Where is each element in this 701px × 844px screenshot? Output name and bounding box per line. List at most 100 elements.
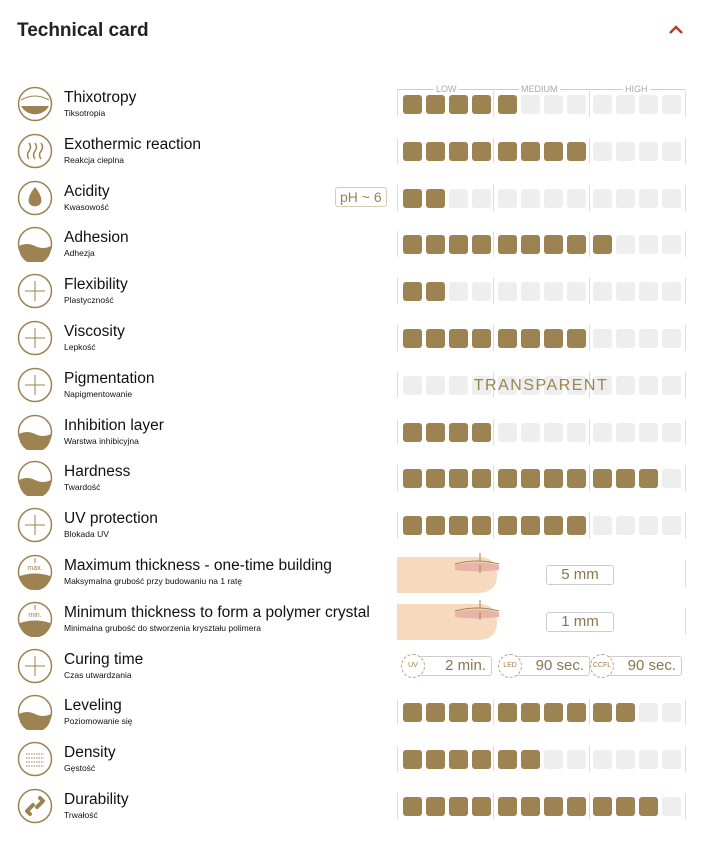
rating-segment	[472, 141, 491, 161]
rating-segment	[403, 282, 422, 302]
thickness-value: 1 mm	[546, 611, 614, 632]
viscosity-icon	[17, 320, 53, 356]
rating-segment	[544, 422, 563, 442]
divider	[493, 325, 494, 351]
rating-segment	[449, 188, 468, 208]
thixotropy-icon	[17, 86, 53, 122]
rating-segment	[639, 282, 658, 302]
divider	[589, 137, 590, 164]
rating-segment	[403, 469, 422, 489]
property-name: Exothermic reaction	[64, 135, 201, 153]
rating-segment	[498, 797, 517, 816]
row-exothermic-reaction: Exothermic reaction Reakcja cieplna	[0, 130, 701, 174]
property-subtitle: Reakcja cieplna	[64, 154, 125, 165]
divider	[397, 793, 398, 819]
property-subtitle: Twardość	[64, 482, 101, 493]
rating-segment	[593, 282, 612, 302]
rating-segment	[639, 188, 658, 208]
rating-segment	[472, 422, 491, 442]
rating-segment	[449, 282, 468, 302]
chevron-up-icon[interactable]	[668, 22, 684, 38]
divider	[493, 746, 494, 773]
page-title: Technical card	[17, 20, 149, 41]
divider	[493, 371, 494, 398]
rating-segment	[521, 750, 540, 770]
row-maximum-thickness-one-time-building: max. Maximum thickness - one-time buildin…	[0, 551, 701, 595]
rating-segment	[449, 141, 468, 161]
rating-segment	[521, 422, 540, 442]
divider	[685, 184, 686, 211]
ph-drop-icon	[17, 180, 53, 215]
rating-bar	[397, 231, 686, 258]
divider	[589, 699, 590, 726]
rating-bar	[397, 746, 686, 773]
rating-segment	[662, 516, 681, 536]
rating-segment	[639, 95, 658, 114]
rating-segment	[544, 797, 563, 816]
rating-segment	[544, 188, 563, 208]
rating-segment	[472, 235, 491, 255]
rating-segment	[567, 703, 586, 723]
flexibility-icon	[17, 273, 53, 309]
property-name: Hardness	[64, 463, 131, 481]
divider	[589, 465, 590, 492]
divider	[589, 746, 590, 773]
property-name: Flexibility	[64, 276, 128, 294]
rating-segment	[498, 375, 517, 395]
rating-segment	[616, 422, 635, 442]
rating-segment	[498, 750, 517, 770]
rating-segment	[616, 141, 635, 161]
rating-segment	[449, 375, 468, 395]
hammer-icon	[17, 461, 53, 497]
divider	[493, 793, 494, 819]
property-subtitle: Tiksotropia	[64, 108, 106, 118]
rating-segment	[567, 422, 586, 442]
density-icon	[17, 741, 53, 777]
divider	[685, 418, 686, 445]
rating-segment	[521, 95, 540, 114]
rating-segment	[403, 188, 422, 208]
rating-segment	[426, 703, 445, 723]
rating-segment	[521, 516, 540, 536]
rating-segment	[544, 329, 563, 348]
property-name: Adhesion	[64, 229, 129, 247]
rating-segment	[616, 235, 635, 255]
rating-segment	[593, 235, 612, 255]
drops-icon	[17, 367, 53, 403]
property-subtitle: Gęstość	[64, 763, 96, 774]
property-subtitle: Napigmentowanie	[64, 388, 133, 399]
divider	[493, 512, 494, 539]
row-curing-time: Curing time Czas utwardzania 2 min. UV 90 se…	[0, 645, 701, 689]
rating-segment	[593, 469, 612, 489]
rating-segment	[449, 469, 468, 489]
svg-text:min.: min.	[28, 612, 41, 619]
rating-segment	[662, 188, 681, 208]
divider	[493, 465, 494, 492]
rating-segment	[403, 329, 422, 348]
rating-segment	[403, 141, 422, 161]
divider	[589, 371, 590, 398]
rating-segment	[521, 469, 540, 489]
rating-segment	[498, 422, 517, 442]
property-name: Durability	[64, 791, 129, 808]
rating-segment	[521, 797, 540, 816]
rating-segment	[403, 422, 422, 442]
adhesion-icon	[17, 227, 53, 263]
rating-segment	[662, 95, 681, 114]
property-name: Leveling	[64, 697, 122, 715]
rating-segment	[426, 797, 445, 816]
ccfl-lamp-badge: CCFL	[590, 653, 614, 678]
rating-segment	[521, 329, 540, 348]
divider	[589, 231, 590, 258]
rating-segment	[616, 516, 635, 536]
rating-segment	[662, 422, 681, 442]
rating-segment	[616, 95, 635, 114]
rating-segment	[472, 329, 491, 348]
rating-segment	[498, 95, 517, 114]
rating-segment	[426, 235, 445, 255]
divider	[493, 91, 494, 117]
rating-segment	[426, 282, 445, 302]
rating-segment	[616, 329, 635, 348]
rating-bar	[397, 184, 686, 211]
rating-segment	[426, 95, 445, 114]
